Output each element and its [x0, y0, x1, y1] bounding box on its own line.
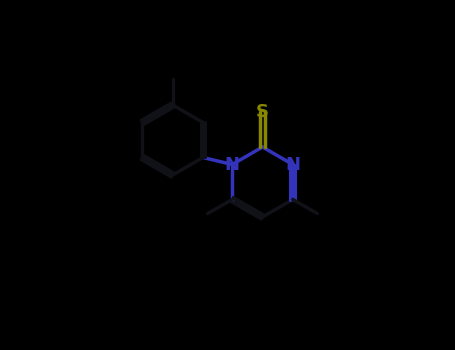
Text: S: S: [256, 103, 269, 121]
Text: N: N: [225, 155, 240, 174]
Text: N: N: [285, 155, 300, 174]
